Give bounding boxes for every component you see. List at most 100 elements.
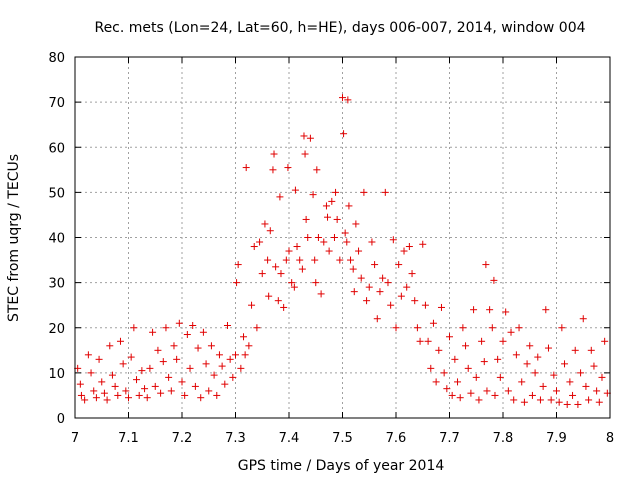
data-point xyxy=(309,191,317,199)
data-point xyxy=(194,344,202,352)
data-point xyxy=(173,355,181,363)
data-point xyxy=(189,321,197,329)
y-tick-label: 40 xyxy=(48,232,65,247)
data-point xyxy=(368,238,376,246)
data-point xyxy=(234,261,242,269)
data-point xyxy=(488,324,496,332)
data-point xyxy=(313,166,321,174)
data-point xyxy=(84,351,92,359)
data-point xyxy=(90,387,98,395)
x-axis-label: GPS time / Days of year 2014 xyxy=(238,458,445,474)
data-point xyxy=(563,400,571,408)
data-point xyxy=(523,360,531,368)
data-point xyxy=(269,166,277,174)
data-point xyxy=(250,243,258,251)
x-tick-label: 7.7 xyxy=(439,431,460,446)
data-point xyxy=(482,261,490,269)
data-point xyxy=(285,247,293,255)
data-point xyxy=(284,164,292,172)
data-point xyxy=(276,193,284,201)
data-point xyxy=(141,385,149,393)
data-point xyxy=(550,371,558,379)
data-point xyxy=(357,274,365,282)
data-point xyxy=(405,243,413,251)
data-point xyxy=(135,391,143,399)
data-point xyxy=(162,324,170,332)
data-point xyxy=(328,197,336,205)
x-tick-label: 7.8 xyxy=(493,431,514,446)
data-point xyxy=(480,358,488,366)
data-point xyxy=(593,387,601,395)
data-point xyxy=(314,234,322,241)
data-point xyxy=(291,186,299,194)
data-point xyxy=(496,373,504,381)
data-point xyxy=(504,387,512,395)
data-point xyxy=(494,355,502,363)
data-point xyxy=(395,261,403,269)
data-point xyxy=(507,328,515,336)
data-point xyxy=(365,283,373,291)
data-point xyxy=(459,324,467,332)
data-point xyxy=(520,398,528,406)
data-point xyxy=(400,247,408,255)
y-tick-label: 20 xyxy=(48,322,65,337)
data-point xyxy=(87,369,95,377)
data-point xyxy=(333,215,341,223)
data-point xyxy=(363,297,371,305)
data-point xyxy=(528,391,536,399)
data-point xyxy=(157,389,165,397)
y-tick-label: 60 xyxy=(48,141,65,156)
data-point xyxy=(355,247,363,255)
data-point xyxy=(325,247,333,255)
data-point xyxy=(553,387,560,395)
data-point xyxy=(290,283,298,291)
data-point xyxy=(536,396,544,404)
data-point xyxy=(264,256,272,264)
data-point xyxy=(274,297,282,305)
x-tick-label: 7.1 xyxy=(118,431,139,446)
data-point xyxy=(154,346,162,354)
data-point xyxy=(77,391,85,399)
data-point xyxy=(149,328,157,336)
data-point xyxy=(340,130,348,138)
data-point xyxy=(183,331,191,339)
data-point xyxy=(293,243,301,251)
data-point xyxy=(432,378,440,386)
x-tick-label: 7.9 xyxy=(546,431,567,446)
data-point xyxy=(207,342,215,350)
data-point xyxy=(585,396,593,404)
data-point xyxy=(352,220,360,228)
data-point xyxy=(122,387,130,395)
data-point xyxy=(387,301,395,309)
data-point xyxy=(114,391,122,399)
data-point xyxy=(392,324,400,332)
data-point xyxy=(590,362,598,370)
data-point xyxy=(280,303,288,311)
data-point xyxy=(301,150,309,158)
data-point xyxy=(558,324,566,332)
data-point xyxy=(320,238,328,246)
data-point xyxy=(125,394,132,402)
data-point xyxy=(470,306,478,314)
data-point xyxy=(502,308,510,316)
data-point xyxy=(587,346,595,354)
data-point xyxy=(343,238,351,246)
y-tick-label: 30 xyxy=(48,277,65,292)
data-point xyxy=(223,321,231,329)
data-point xyxy=(598,373,606,381)
data-point xyxy=(345,202,353,210)
data-point xyxy=(582,382,590,390)
data-point xyxy=(253,324,261,332)
data-point xyxy=(344,96,352,104)
data-point xyxy=(403,283,411,291)
data-point xyxy=(555,398,563,406)
data-point xyxy=(130,324,138,332)
data-point xyxy=(302,215,310,223)
data-point xyxy=(429,319,437,327)
data-point xyxy=(579,315,587,323)
data-point xyxy=(360,188,368,196)
data-point xyxy=(92,394,100,402)
data-point xyxy=(349,265,357,273)
y-tick-label: 80 xyxy=(48,51,65,66)
